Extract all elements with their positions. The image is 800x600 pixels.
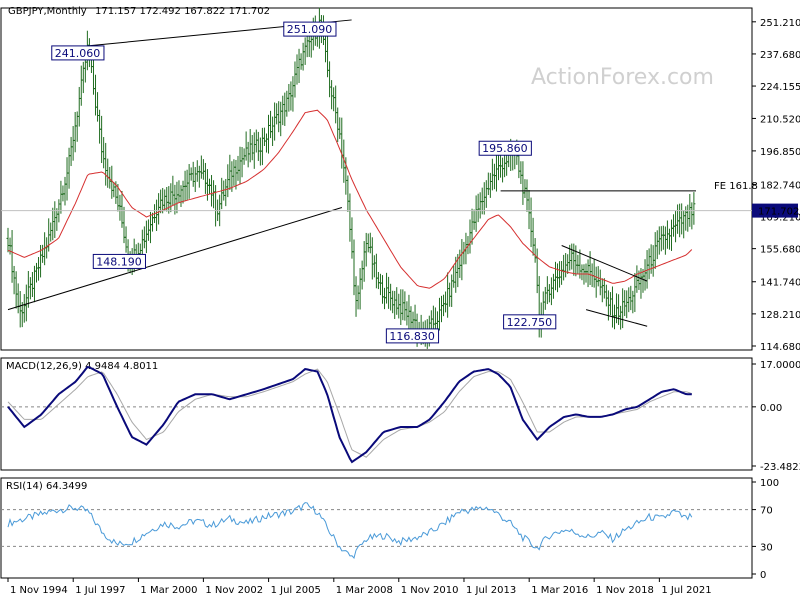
fe-label: FE 161.8: [714, 181, 758, 192]
macd-pane: MACD(12,26,9) 4.9484 4.8011 17.0000 0.00 -2…: [0, 357, 800, 473]
price-annotation: 195.860: [482, 142, 527, 155]
time-tick-label: 1 Mar 2016: [531, 585, 588, 596]
time-tick-label: 1 Mar 2000: [140, 585, 197, 596]
rsi-tick-label: 100: [760, 478, 779, 489]
price-tick-label: 196.850: [760, 147, 800, 158]
rsi-tick-label: 30: [760, 542, 773, 553]
last-price-box: [752, 203, 798, 218]
trendline: [7, 207, 343, 311]
price-annotation-box: [283, 21, 337, 37]
rsi-pane: RSI(14) 64.3499 100 70 30 0: [0, 477, 779, 581]
price-pane: 251.210 237.680 224.155 210.520 196.850 182.7…: [0, 7, 800, 353]
price-tick-label: 128.210: [760, 310, 800, 321]
rsi-title: RSI(14) 64.3499: [6, 481, 87, 492]
price-tick-label: 182.740: [760, 180, 800, 191]
price-annotation: 122.750: [507, 316, 553, 329]
ohlc-values: 171.157 172.492 167.822 171.702: [95, 6, 270, 17]
price-tick-label: 224.155: [760, 82, 800, 93]
price-tick-label: 114.680: [760, 342, 800, 353]
trendline: [585, 309, 648, 327]
time-tick-label: 1 Jul 2021: [661, 585, 711, 596]
macd-pane-frame: [0, 357, 753, 471]
price-tick-label: 169.210: [760, 213, 800, 224]
time-tick-label: 1 Nov 2002: [205, 585, 263, 596]
rsi-tick-label: 70: [760, 506, 773, 517]
time-tick-label: 1 Nov 2018: [596, 585, 654, 596]
price-annotation-box: [92, 253, 146, 269]
time-tick-label: 1 Mar 2008: [336, 585, 393, 596]
watermark: ActionForex.com: [531, 65, 714, 90]
time-tick-label: 1 Jul 2013: [466, 585, 516, 596]
symbol-label: GBPJPY,Monthly: [8, 6, 87, 17]
last-price-label: 171.702: [758, 207, 799, 218]
price-tick-label: 210.520: [760, 114, 800, 125]
price-annotation-box: [478, 140, 532, 156]
macd-tick-label: -23.4823: [760, 462, 800, 473]
trendline: [561, 245, 648, 282]
price-tick-label: 155.680: [760, 245, 800, 256]
price-annotation: 241.060: [55, 47, 101, 60]
macd-title: MACD(12,26,9) 4.9484 4.8011: [6, 361, 158, 372]
price-tick-label: 237.680: [760, 50, 800, 61]
time-tick-label: 1 Jul 1997: [75, 585, 125, 596]
price-annotation-box: [503, 314, 557, 330]
price-annotation-box: [385, 328, 440, 344]
rsi-tick-label: 0: [760, 570, 766, 581]
time-tick-label: 1 Jul 2005: [271, 585, 321, 596]
price-annotation: 148.190: [96, 255, 142, 268]
price-tick-label: 251.210: [760, 18, 800, 29]
time-tick-label: 1 Nov 2010: [401, 585, 459, 596]
time-axis: 1 Nov 1994 1 Jul 1997 1 Mar 2000 1 Nov 2002…: [1, 577, 752, 596]
macd-tick-label: 17.0000: [760, 360, 800, 371]
price-annotation: 116.830: [389, 330, 435, 343]
price-annotation: 251.090: [287, 23, 333, 36]
price-pane-frame: [0, 7, 753, 351]
price-annotation-box: [51, 45, 105, 61]
time-tick-label: 1 Nov 1994: [10, 585, 68, 596]
macd-line: [7, 366, 692, 464]
price-tick-label: 141.740: [760, 278, 800, 289]
moving-average-line: [7, 109, 693, 289]
macd-signal-line: [7, 368, 692, 458]
rsi-line: [7, 502, 693, 560]
macd-tick-label: 0.00: [760, 403, 782, 414]
